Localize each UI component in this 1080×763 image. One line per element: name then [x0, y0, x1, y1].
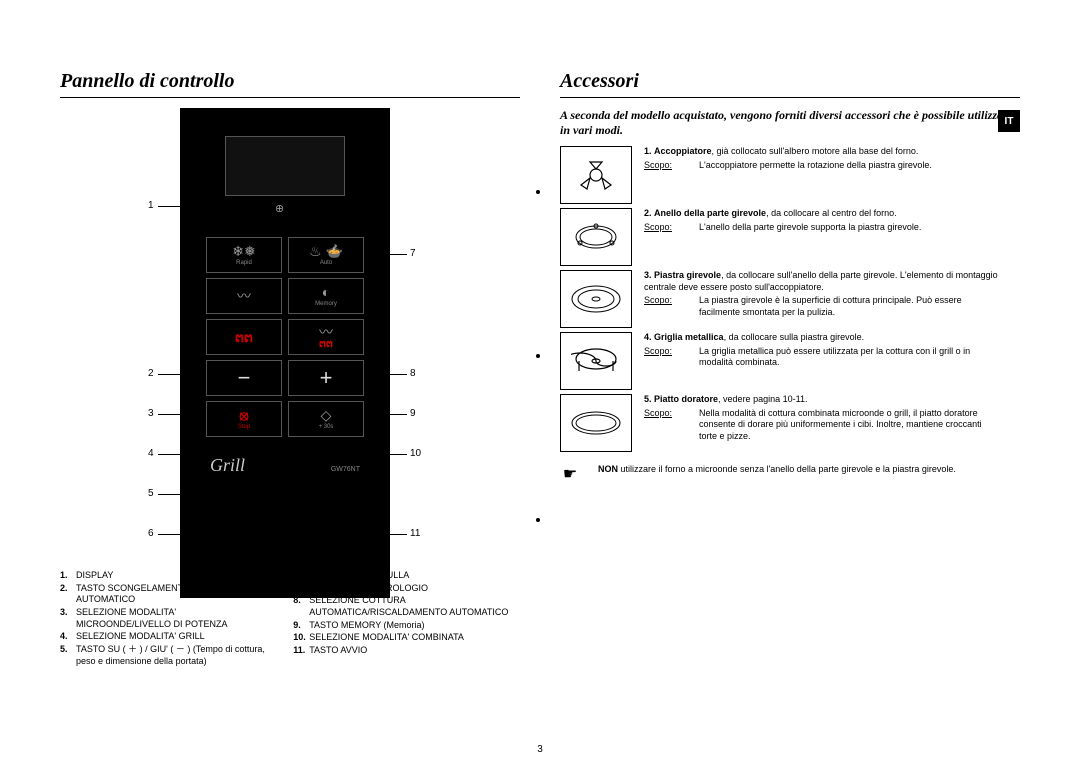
callout-3: 3 — [148, 408, 154, 419]
language-tab: IT — [998, 110, 1020, 132]
page-number: 3 — [537, 744, 543, 755]
panel-legend: 1.DISPLAY 2.TASTO SCONGELAMENTO RAPIDO A… — [60, 570, 520, 669]
display-screen — [225, 136, 345, 196]
warning-note: ☛ NON utilizzare il forno a microonde se… — [560, 464, 1020, 484]
combi-button[interactable]: 〰ຕຕ — [288, 319, 364, 355]
stop-button[interactable]: ⦻Stop — [206, 401, 282, 437]
callout-2: 2 — [148, 368, 154, 379]
callout-6: 6 — [148, 528, 154, 539]
control-panel: ⊕ ❄❅Rapid ♨ 🍲Auto 〰 ◐Memory ຕຕ 〰ຕຕ − + ⦻… — [180, 108, 390, 598]
microwave-button[interactable]: 〰 — [206, 278, 282, 314]
grill-button[interactable]: ຕຕ — [206, 319, 282, 355]
callout-10: 10 — [410, 448, 421, 459]
coupler-icon — [560, 146, 632, 204]
minus-button[interactable]: − — [206, 360, 282, 396]
accessories-intro: A seconda del modello acquistato, vengon… — [560, 108, 1020, 138]
right-section-title: Accessori — [560, 70, 1020, 98]
accessory-row: 3. Piastra girevole, da collocare sull'a… — [560, 270, 1020, 328]
turntable-icon — [560, 270, 632, 328]
accessory-row: 1. Accoppiatore, già collocato sull'albe… — [560, 146, 1020, 204]
auto-cook-button[interactable]: ♨ 🍲Auto — [288, 237, 364, 273]
defrost-button[interactable]: ❄❅Rapid — [206, 237, 282, 273]
plus-button[interactable]: + — [288, 360, 364, 396]
accessory-row: 5. Piatto doratore, vedere pagina 10-11.… — [560, 394, 1020, 452]
pointer-icon: ☛ — [560, 464, 580, 484]
accessory-row: 4. Griglia metallica, da collocare sulla… — [560, 332, 1020, 390]
crusty-plate-icon — [560, 394, 632, 452]
clock-icon: ⊕ — [267, 202, 292, 215]
start-button[interactable]: ◇+ 30s — [288, 401, 364, 437]
callout-8: 8 — [410, 368, 416, 379]
metal-rack-icon — [560, 332, 632, 390]
callout-11: 11 — [410, 528, 420, 539]
left-section-title: Pannello di controllo — [60, 70, 520, 98]
callout-7: 7 — [410, 248, 416, 259]
accessory-row: 2. Anello della parte girevole, da collo… — [560, 208, 1020, 266]
brand-logo: Grill — [210, 455, 245, 476]
memory-button[interactable]: ◐Memory — [288, 278, 364, 314]
model-label: GW76NT — [331, 466, 360, 473]
callout-5: 5 — [148, 488, 154, 499]
callout-4: 4 — [148, 448, 154, 459]
callout-1: 1 — [148, 200, 154, 211]
roller-ring-icon — [560, 208, 632, 266]
callout-9: 9 — [410, 408, 416, 419]
